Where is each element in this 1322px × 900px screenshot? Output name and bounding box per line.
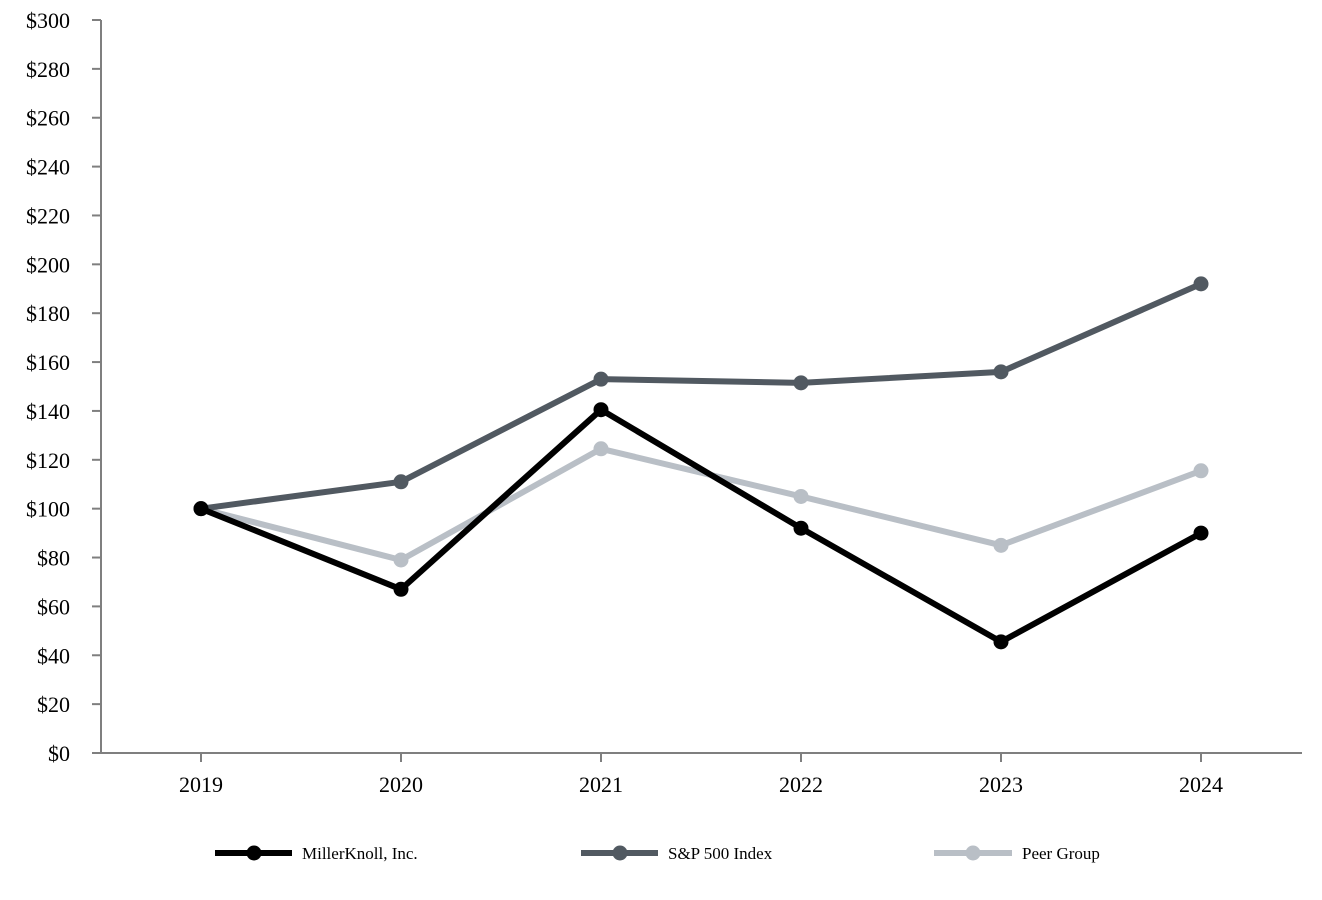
data-point-s-p-500-index <box>593 371 609 387</box>
legend-label: MillerKnoll, Inc. <box>302 844 418 863</box>
data-point-peer-group <box>1193 463 1209 479</box>
legend-swatch-marker <box>612 845 628 861</box>
data-point-millerknoll-inc <box>1193 525 1209 541</box>
data-point-peer-group <box>393 552 409 568</box>
y-tick-label: $280 <box>26 57 70 82</box>
data-point-millerknoll-inc <box>393 581 409 597</box>
series-peer-group <box>193 441 1209 568</box>
y-tick-label: $160 <box>26 350 70 375</box>
series-s-p-500-index <box>193 276 1209 517</box>
x-tick-label: 2024 <box>1179 772 1223 797</box>
y-tick-label: $80 <box>37 546 70 571</box>
chart-legend: MillerKnoll, Inc. S&P 500 Index Peer Group <box>215 844 1100 863</box>
data-point-millerknoll-inc <box>193 501 209 517</box>
data-point-s-p-500-index <box>993 364 1009 380</box>
data-point-peer-group <box>993 537 1009 553</box>
data-point-s-p-500-index <box>393 474 409 490</box>
y-axis-ticks: $0 $20 $40 $60 $80 $100 $120 $140 $160 $180 $200 $2… <box>26 8 101 766</box>
series-line-millerknoll-inc <box>198 406 1204 645</box>
legend-item-millerknoll-inc: MillerKnoll, Inc. <box>215 844 418 863</box>
x-tick-label: 2021 <box>579 772 623 797</box>
y-tick-label: $20 <box>37 692 70 717</box>
data-point-millerknoll-inc <box>593 402 609 418</box>
data-point-s-p-500-index <box>793 375 809 391</box>
y-tick-label: $40 <box>37 643 70 668</box>
y-tick-label: $220 <box>26 203 70 228</box>
legend-label: S&P 500 Index <box>668 844 773 863</box>
data-point-peer-group <box>593 441 609 457</box>
data-point-millerknoll-inc <box>993 634 1009 650</box>
y-tick-label: $140 <box>26 399 70 424</box>
legend-item-s-p-500-index: S&P 500 Index <box>581 844 773 863</box>
y-tick-label: $60 <box>37 594 70 619</box>
y-tick-label: $300 <box>26 8 70 33</box>
data-point-peer-group <box>793 488 809 504</box>
series-layer <box>193 276 1209 650</box>
legend-label: Peer Group <box>1022 844 1100 863</box>
x-tick-label: 2019 <box>179 772 223 797</box>
y-tick-label: $240 <box>26 155 70 180</box>
chart-axes <box>100 20 1302 754</box>
x-axis-ticks: 2019 2020 2021 2022 2023 2024 <box>179 753 1223 797</box>
series-line-s-p-500-index <box>198 280 1204 512</box>
data-point-s-p-500-index <box>1193 276 1209 292</box>
y-tick-label: $260 <box>26 106 70 131</box>
y-tick-label: $200 <box>26 252 70 277</box>
series-line-peer-group <box>198 445 1204 563</box>
legend-swatch-marker <box>965 845 981 861</box>
y-tick-label: $180 <box>26 301 70 326</box>
y-tick-label: $0 <box>48 741 70 766</box>
x-tick-label: 2020 <box>379 772 423 797</box>
x-tick-label: 2022 <box>779 772 823 797</box>
legend-swatch-marker <box>246 845 262 861</box>
y-tick-label: $100 <box>26 497 70 522</box>
data-point-millerknoll-inc <box>793 520 809 536</box>
series-millerknoll-inc <box>193 402 1209 650</box>
y-tick-label: $120 <box>26 448 70 473</box>
legend-item-peer-group: Peer Group <box>934 844 1100 863</box>
x-tick-label: 2023 <box>979 772 1023 797</box>
